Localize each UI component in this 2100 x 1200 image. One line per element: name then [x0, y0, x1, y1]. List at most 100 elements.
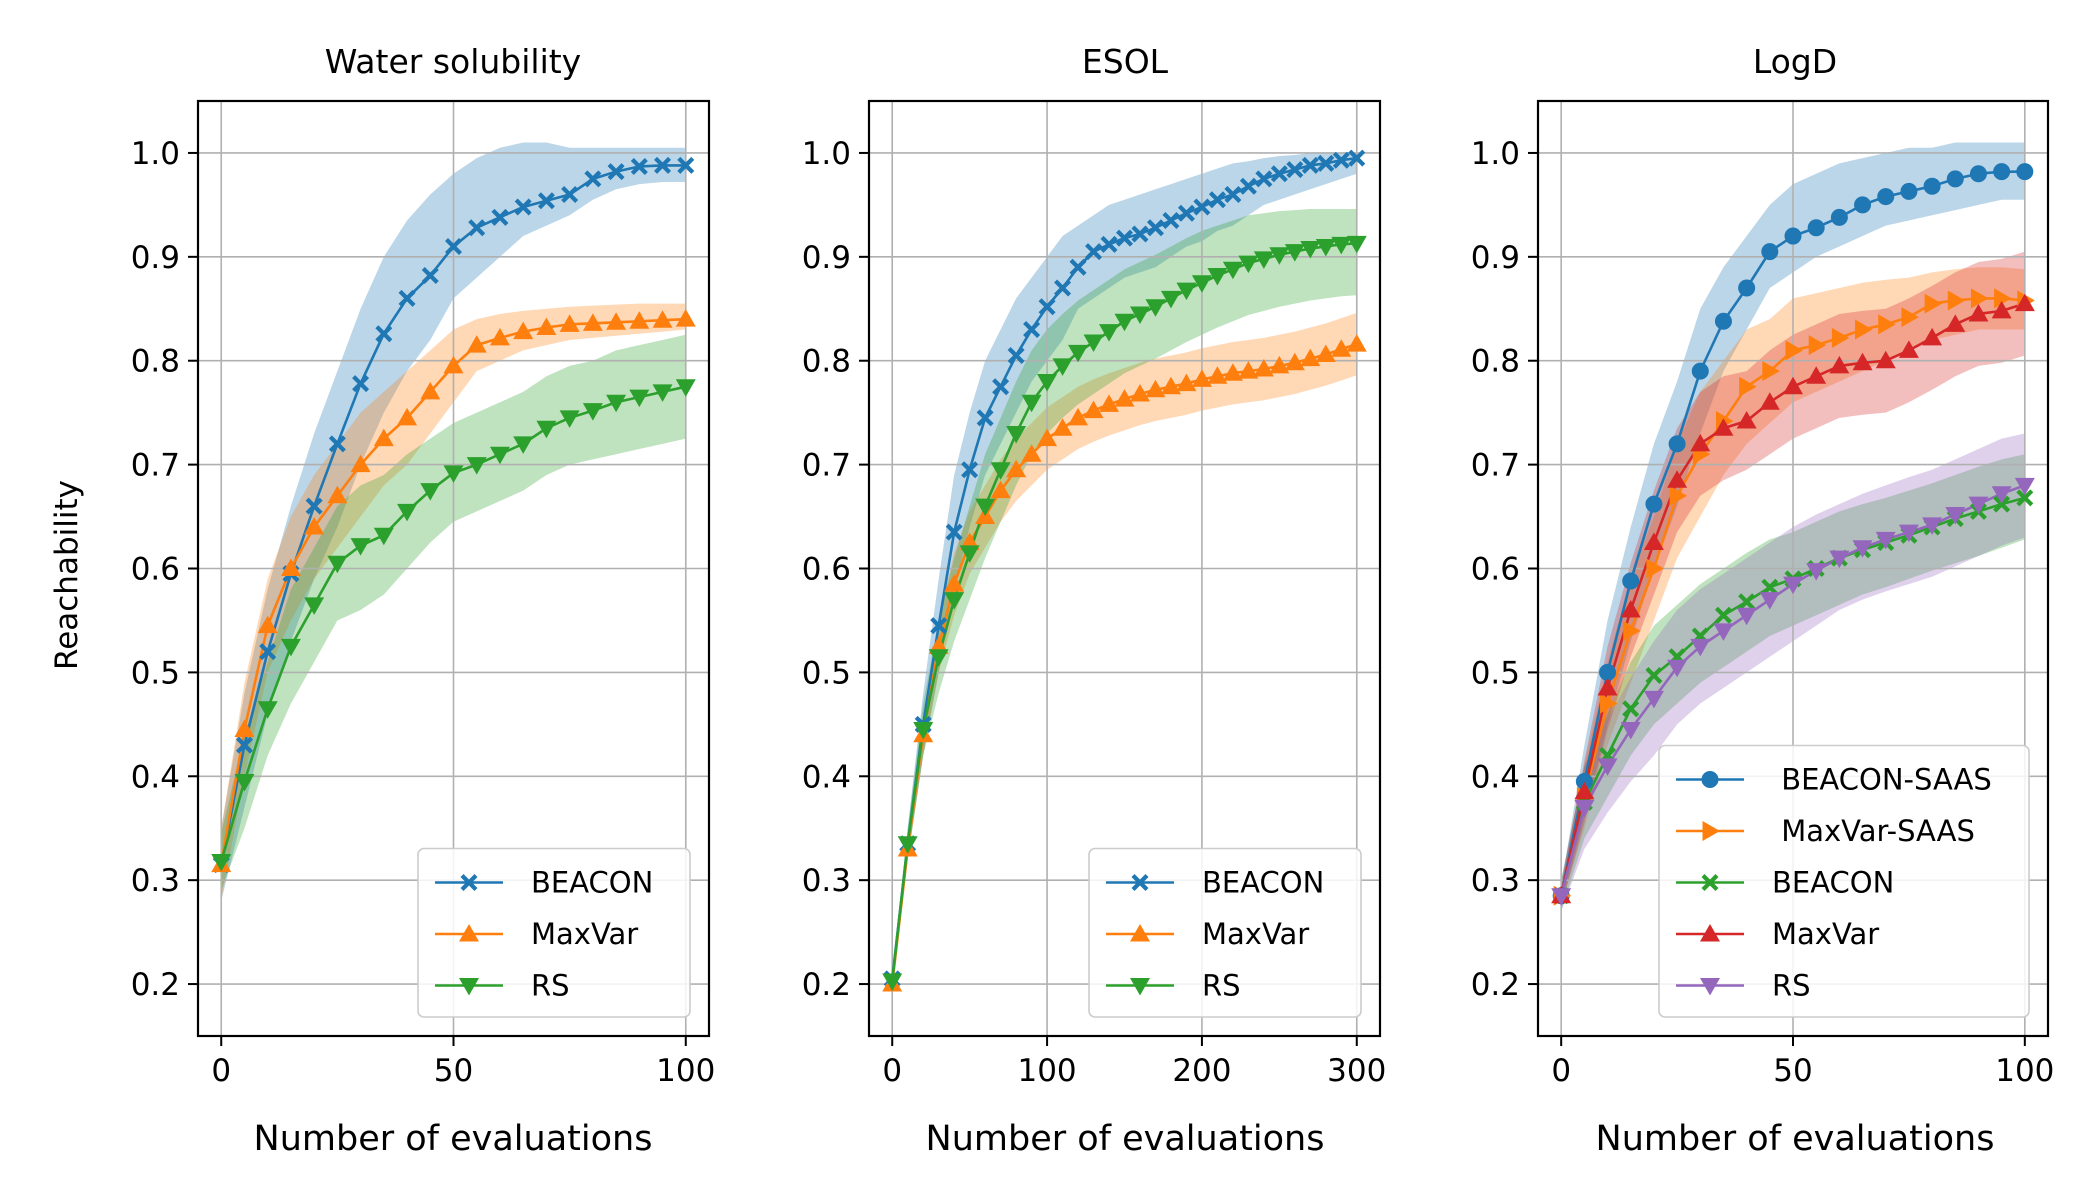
data-point	[1551, 888, 1572, 906]
y-tick-label: 0.3	[131, 863, 180, 899]
data-point	[1900, 182, 1918, 200]
legend-marker	[1700, 924, 1720, 942]
data-point	[928, 649, 949, 667]
data-point	[1270, 165, 1288, 183]
data-point	[1945, 314, 1966, 332]
y-tick-label: 0.3	[1471, 863, 1520, 899]
data-point	[1177, 204, 1195, 222]
data-point	[397, 407, 418, 426]
data-point	[489, 327, 510, 346]
y-tick-label: 0.7	[131, 448, 180, 484]
data-point	[536, 317, 557, 335]
legend-marker	[1702, 821, 1720, 841]
data-point	[1807, 219, 1825, 237]
data-point	[1160, 376, 1181, 395]
data-point	[582, 403, 603, 421]
legend-marker	[1701, 771, 1719, 788]
data-point	[1877, 188, 1895, 206]
data-point	[1116, 229, 1133, 247]
data-point	[1806, 366, 1827, 384]
data-point	[1645, 495, 1663, 513]
legend-label: BEACON	[1772, 866, 1894, 900]
data-point	[491, 208, 509, 226]
data-point	[1945, 506, 1966, 525]
data-point	[1855, 319, 1873, 340]
data-point	[1622, 700, 1640, 718]
panel-water-solubility: 0 50 100 0.2 0.3 0.4 0.5 0.6 0.7 0.8 0.9 1.0 BEACON M…	[131, 42, 716, 1159]
data-point	[398, 289, 416, 307]
data-point	[1622, 572, 1640, 590]
data-point	[1645, 667, 1663, 685]
data-point	[513, 436, 534, 454]
data-point	[1923, 177, 1941, 195]
y-tick-label: 0.6	[1471, 552, 1520, 588]
x-axis-label: Number of evaluations	[1596, 1119, 1995, 1159]
data-point	[1006, 425, 1027, 444]
legend-box	[417, 847, 691, 1018]
data-point	[990, 462, 1011, 480]
data-point	[1623, 620, 1641, 641]
data-point	[211, 853, 232, 872]
data-point	[1831, 327, 1850, 348]
data-point	[420, 381, 441, 400]
data-point	[1714, 606, 1732, 624]
data-point	[1083, 334, 1104, 353]
legend-label: RS	[531, 969, 570, 1003]
data-point	[1068, 407, 1089, 426]
data-point	[1739, 376, 1757, 397]
legend-label: BEACON	[531, 866, 653, 900]
data-point	[1037, 374, 1058, 392]
x-tick-label: 300	[1327, 1053, 1386, 1089]
data-point	[1255, 170, 1273, 188]
y-tick-label: 0.7	[1471, 448, 1520, 484]
legend-label: MaxVar	[1202, 917, 1309, 951]
data-point	[1160, 290, 1181, 309]
data-point	[559, 410, 580, 428]
y-tick-label: 0.5	[131, 655, 180, 691]
y-tick-label: 1.0	[131, 136, 180, 172]
data-point	[234, 719, 255, 738]
data-point	[1346, 334, 1367, 352]
data-point	[1023, 321, 1041, 339]
data-point	[675, 309, 696, 327]
data-point	[1331, 236, 1352, 255]
data-point	[1176, 282, 1197, 301]
data-point	[1021, 394, 1042, 413]
x-tick-label: 0	[1551, 1053, 1571, 1089]
data-point	[373, 428, 394, 447]
data-point	[1131, 225, 1149, 243]
data-point	[1145, 379, 1166, 398]
data-point	[1738, 593, 1756, 611]
data-point	[468, 219, 486, 237]
data-point	[1331, 339, 1352, 357]
data-point	[1239, 177, 1257, 195]
data-point	[1597, 758, 1618, 776]
data-point	[1222, 261, 1243, 280]
data-point	[1114, 389, 1135, 407]
x-axis-label: Number of evaluations	[926, 1119, 1325, 1159]
legend-marker	[1700, 978, 1720, 996]
x-tick-label: 100	[656, 1053, 715, 1089]
x-tick-label: 100	[1995, 1053, 2054, 1089]
data-point	[1253, 251, 1274, 269]
data-point	[1597, 677, 1618, 696]
data-point	[913, 722, 934, 740]
data-point	[397, 503, 418, 522]
data-point	[944, 592, 965, 610]
y-tick-label: 0.4	[131, 759, 180, 795]
figure-ylabel: Reachability	[49, 480, 85, 670]
confidence-band	[221, 303, 686, 901]
data-point	[1191, 275, 1212, 293]
data-point	[280, 558, 301, 576]
y-tick-label: 1.0	[1471, 136, 1520, 172]
y-tick-label: 1.0	[802, 136, 851, 172]
data-point	[1207, 268, 1228, 286]
data-point	[1738, 279, 1756, 297]
confidence-band	[892, 209, 1357, 987]
data-point	[1054, 279, 1072, 297]
data-point	[257, 701, 278, 719]
data-point	[1854, 196, 1872, 214]
data-point	[1332, 151, 1350, 169]
data-point	[1759, 392, 1780, 410]
data-point	[1021, 444, 1042, 462]
